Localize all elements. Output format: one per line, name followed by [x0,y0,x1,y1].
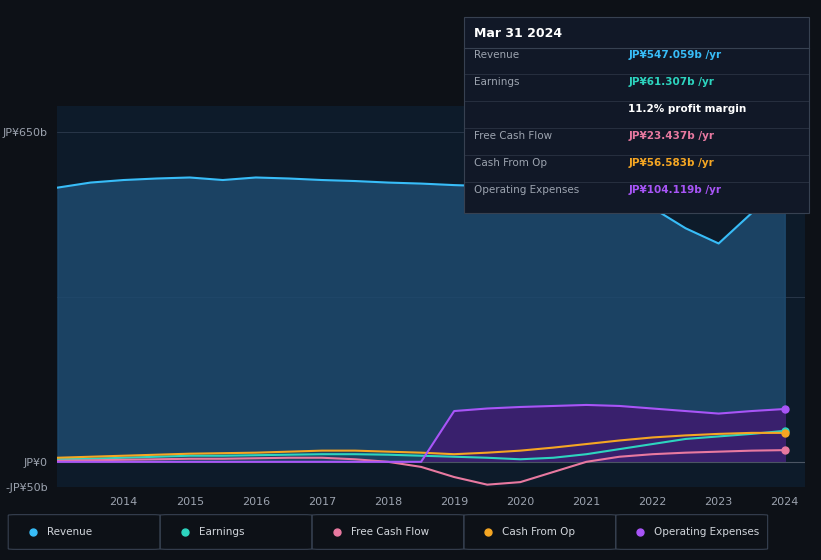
Text: Operating Expenses: Operating Expenses [474,185,579,195]
Text: Free Cash Flow: Free Cash Flow [351,527,429,537]
Text: Cash From Op: Cash From Op [474,158,547,168]
Text: JP¥61.307b /yr: JP¥61.307b /yr [628,77,714,87]
Text: JP¥104.119b /yr: JP¥104.119b /yr [628,185,721,195]
Text: Earnings: Earnings [199,527,244,537]
Text: JP¥23.437b /yr: JP¥23.437b /yr [628,131,714,141]
Text: Mar 31 2024: Mar 31 2024 [474,27,562,40]
Text: JP¥56.583b /yr: JP¥56.583b /yr [628,158,713,168]
Text: JP¥547.059b /yr: JP¥547.059b /yr [628,50,721,60]
Text: Free Cash Flow: Free Cash Flow [474,131,552,141]
Text: Earnings: Earnings [474,77,519,87]
Text: Operating Expenses: Operating Expenses [654,527,759,537]
Text: Revenue: Revenue [47,527,92,537]
Text: Cash From Op: Cash From Op [502,527,576,537]
Text: Revenue: Revenue [474,50,519,60]
Text: 11.2% profit margin: 11.2% profit margin [628,104,746,114]
